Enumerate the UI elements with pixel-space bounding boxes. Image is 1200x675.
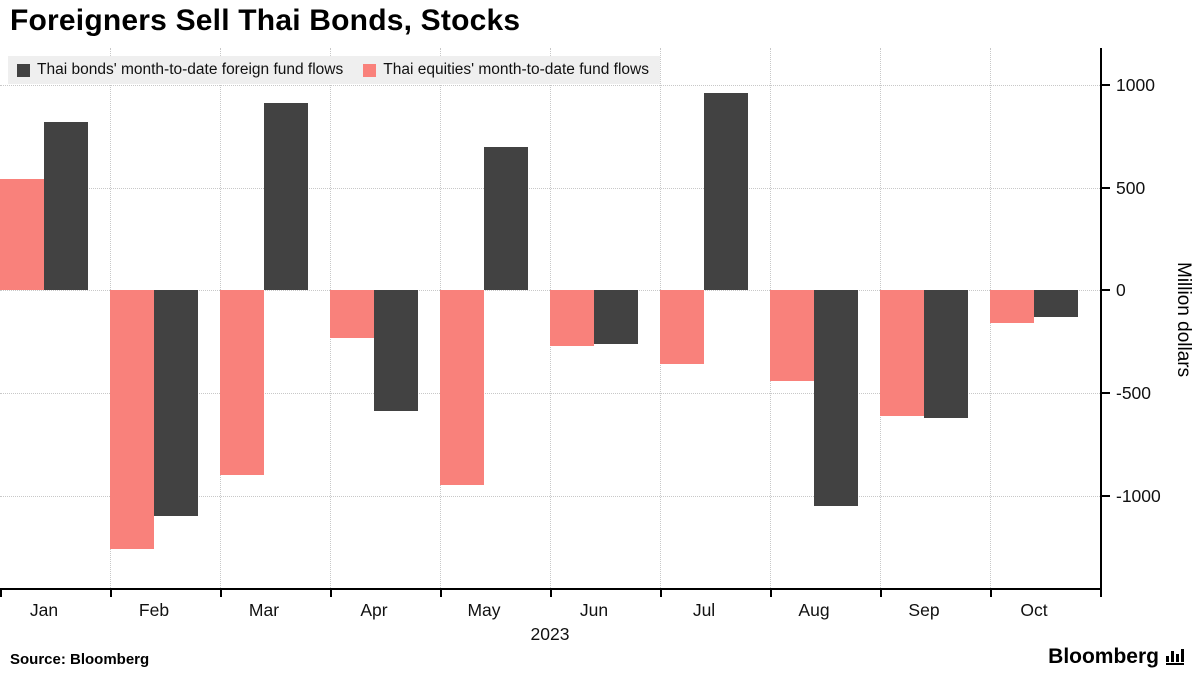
x-tick-label-sep: Sep xyxy=(908,600,940,620)
bloomberg-logo-text: Bloomberg xyxy=(1048,645,1159,668)
bar-equities-mar xyxy=(220,290,264,476)
x-axis-line xyxy=(0,588,1102,590)
bar-equities-oct xyxy=(990,290,1034,324)
legend-label-equities: Thai equities' month-to-date fund flows xyxy=(383,61,649,78)
x-tick-label-aug: Aug xyxy=(798,600,830,620)
x-tick-4 xyxy=(440,590,442,597)
x-tick-label-jan: Jan xyxy=(29,600,59,620)
y-tick-label-1000: 1000 xyxy=(1116,74,1155,95)
legend-item-bonds: Thai bonds' month-to-date foreign fund f… xyxy=(17,61,343,79)
x-tick-label-may: May xyxy=(467,600,501,620)
equities-swatch-icon xyxy=(363,63,377,77)
y-tick--500 xyxy=(1102,391,1110,394)
x-tick-8 xyxy=(880,590,882,597)
x-tick-label-oct: Oct xyxy=(1020,600,1048,620)
y-tick-0 xyxy=(1102,289,1110,292)
bar-bonds-jul xyxy=(704,93,748,291)
x-tick-label-feb: Feb xyxy=(138,600,170,620)
bloomberg-logo: Bloomberg xyxy=(1048,645,1184,669)
bar-bonds-jun xyxy=(594,290,638,344)
legend-label-bonds: Thai bonds' month-to-date foreign fund f… xyxy=(37,61,344,78)
x-tick-10 xyxy=(1100,590,1102,597)
bar-equities-jul xyxy=(660,290,704,365)
x-tick-label-jul: Jul xyxy=(692,600,716,620)
x-tick-label-jun: Jun xyxy=(579,600,609,620)
bar-bonds-sep xyxy=(924,290,968,418)
bar-equities-jan xyxy=(0,179,44,291)
x-tick-0 xyxy=(0,590,2,597)
bar-bonds-oct xyxy=(1034,290,1078,317)
y-tick-label-0: 0 xyxy=(1116,280,1126,301)
x-tick-7 xyxy=(770,590,772,597)
x-tick-2 xyxy=(220,590,222,597)
x-tick-5 xyxy=(550,590,552,597)
y-tick-label--500: -500 xyxy=(1116,382,1152,403)
legend-item-equities: Thai equities' month-to-date fund flows xyxy=(363,61,649,79)
source-attribution: Source: Bloomberg xyxy=(10,651,150,668)
bar-bonds-feb xyxy=(154,290,198,517)
page-title: Foreigners Sell Thai Bonds, Stocks xyxy=(10,4,521,37)
x-tick-label-apr: Apr xyxy=(360,600,388,620)
y-tick-label-500: 500 xyxy=(1116,177,1146,198)
y-axis-line xyxy=(1100,48,1102,590)
bar-bonds-aug xyxy=(814,290,858,506)
bar-bonds-apr xyxy=(374,290,418,412)
x-tick-3 xyxy=(330,590,332,597)
y-tick-1000 xyxy=(1102,83,1110,86)
x-tick-6 xyxy=(660,590,662,597)
bar-bonds-jan xyxy=(44,121,88,291)
y-axis-title: Million dollars xyxy=(1173,262,1194,378)
y-tick--1000 xyxy=(1102,494,1110,497)
bonds-swatch-icon xyxy=(17,63,30,77)
bar-bonds-mar xyxy=(264,103,308,291)
plot-area xyxy=(0,48,1100,588)
x-axis-year-label: 2023 xyxy=(530,624,570,644)
x-tick-label-mar: Mar xyxy=(248,600,280,620)
x-tick-1 xyxy=(110,590,112,597)
y-tick-500 xyxy=(1102,186,1110,189)
bar-equities-may xyxy=(440,290,484,486)
x-tick-9 xyxy=(990,590,992,597)
bar-equities-jun xyxy=(550,290,594,346)
bar-bonds-may xyxy=(484,146,528,291)
bar-equities-sep xyxy=(880,290,924,416)
bar-equities-apr xyxy=(330,290,374,338)
legend: Thai bonds' month-to-date foreign fund f… xyxy=(8,56,660,84)
bar-equities-aug xyxy=(770,290,814,381)
bar-equities-feb xyxy=(110,290,154,549)
bloomberg-chart-icon xyxy=(1166,648,1184,665)
y-tick-label--1000: -1000 xyxy=(1116,485,1161,506)
